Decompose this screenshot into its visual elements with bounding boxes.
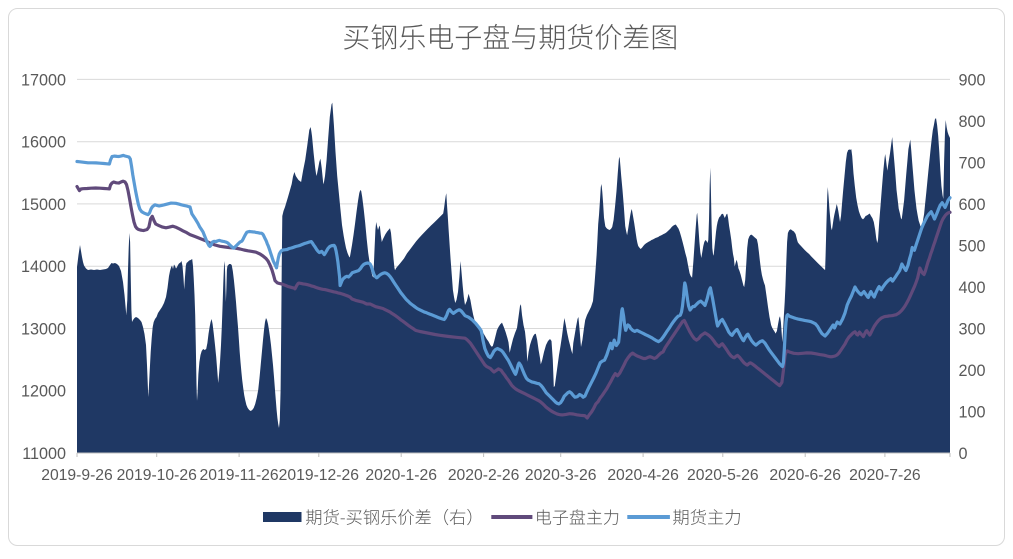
svg-text:17000: 17000 [21,71,66,89]
svg-text:600: 600 [959,196,986,214]
svg-text:16000: 16000 [21,134,66,152]
svg-text:300: 300 [959,320,986,338]
svg-text:2020-2-26: 2020-2-26 [448,467,520,484]
svg-text:100: 100 [959,403,986,421]
svg-text:2020-5-26: 2020-5-26 [687,467,759,484]
svg-text:15000: 15000 [21,196,66,214]
svg-text:200: 200 [959,362,986,380]
svg-text:2020-7-26: 2020-7-26 [849,467,921,484]
svg-text:900: 900 [959,71,986,89]
svg-text:700: 700 [959,154,986,172]
svg-text:400: 400 [959,279,986,297]
svg-text:2020-6-26: 2020-6-26 [769,467,841,484]
svg-text:2020-3-26: 2020-3-26 [525,467,597,484]
svg-text:2019-10-26: 2019-10-26 [117,467,198,484]
svg-text:0: 0 [959,445,968,463]
svg-text:12000: 12000 [21,383,66,401]
svg-text:13000: 13000 [21,320,66,338]
svg-text:2019-11-26: 2019-11-26 [200,467,279,484]
svg-text:11000: 11000 [22,445,66,463]
svg-text:2020-4-26: 2020-4-26 [607,467,679,484]
svg-text:14000: 14000 [21,258,66,276]
svg-text:2019-12-26: 2019-12-26 [279,467,360,484]
svg-text:500: 500 [959,237,986,255]
svg-text:2020-1-26: 2020-1-26 [365,467,437,484]
svg-text:2019-9-26: 2019-9-26 [41,467,113,484]
svg-text:800: 800 [959,113,986,131]
